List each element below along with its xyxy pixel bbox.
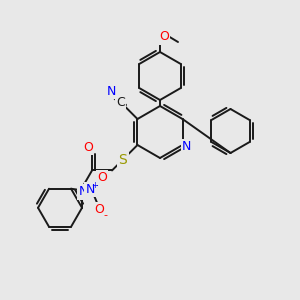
- Text: O: O: [83, 141, 93, 154]
- Text: N: N: [85, 183, 95, 196]
- Text: C: C: [116, 96, 125, 109]
- Text: -: -: [103, 210, 107, 220]
- Text: +: +: [92, 181, 98, 190]
- Text: O: O: [159, 31, 169, 44]
- Text: N: N: [78, 185, 88, 198]
- Text: O: O: [97, 171, 107, 184]
- Text: O: O: [94, 203, 104, 216]
- Text: N: N: [107, 85, 116, 98]
- Text: N: N: [182, 140, 191, 154]
- Text: S: S: [118, 153, 127, 167]
- Text: H: H: [88, 184, 96, 194]
